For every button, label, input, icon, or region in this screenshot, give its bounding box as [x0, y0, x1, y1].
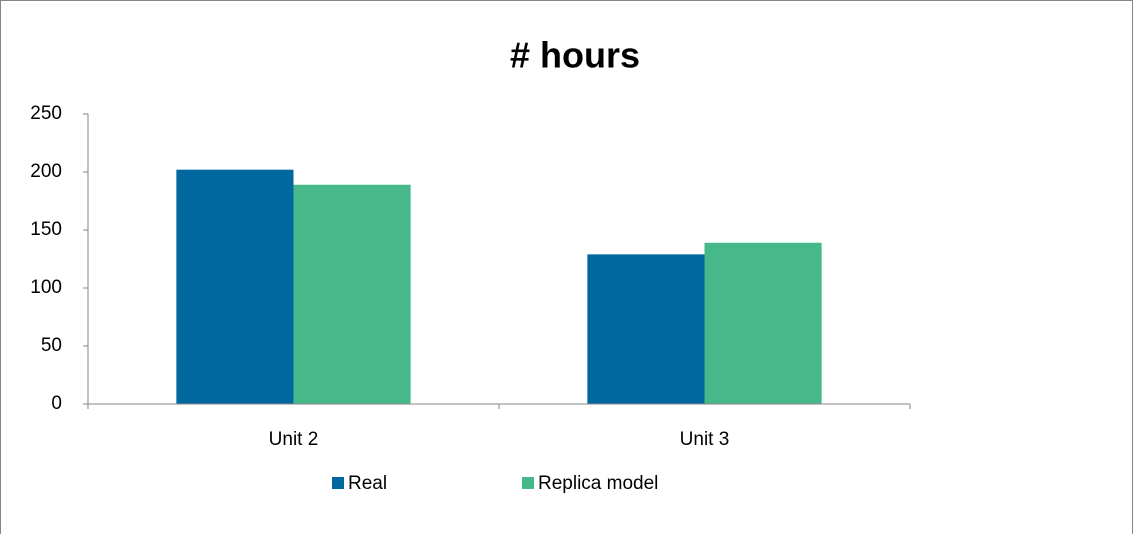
bar [704, 242, 822, 404]
y-tick-label: 250 [30, 103, 62, 124]
bar [587, 254, 705, 404]
legend-label: Replica model [538, 473, 658, 494]
legend-swatch [332, 477, 344, 489]
y-tick-label: 200 [30, 161, 62, 182]
y-tick-label: 150 [30, 219, 62, 240]
x-tick-label: Unit 2 [269, 429, 319, 450]
y-tick-label: 100 [30, 277, 62, 298]
chart-title: # hours [510, 35, 640, 76]
x-tick-label: Unit 3 [680, 429, 730, 450]
y-tick-label: 0 [51, 393, 62, 414]
legend-label: Real [348, 473, 387, 494]
legend-swatch [522, 477, 534, 489]
y-tick-label: 50 [41, 335, 62, 356]
bar [176, 169, 294, 404]
bar [293, 184, 411, 404]
